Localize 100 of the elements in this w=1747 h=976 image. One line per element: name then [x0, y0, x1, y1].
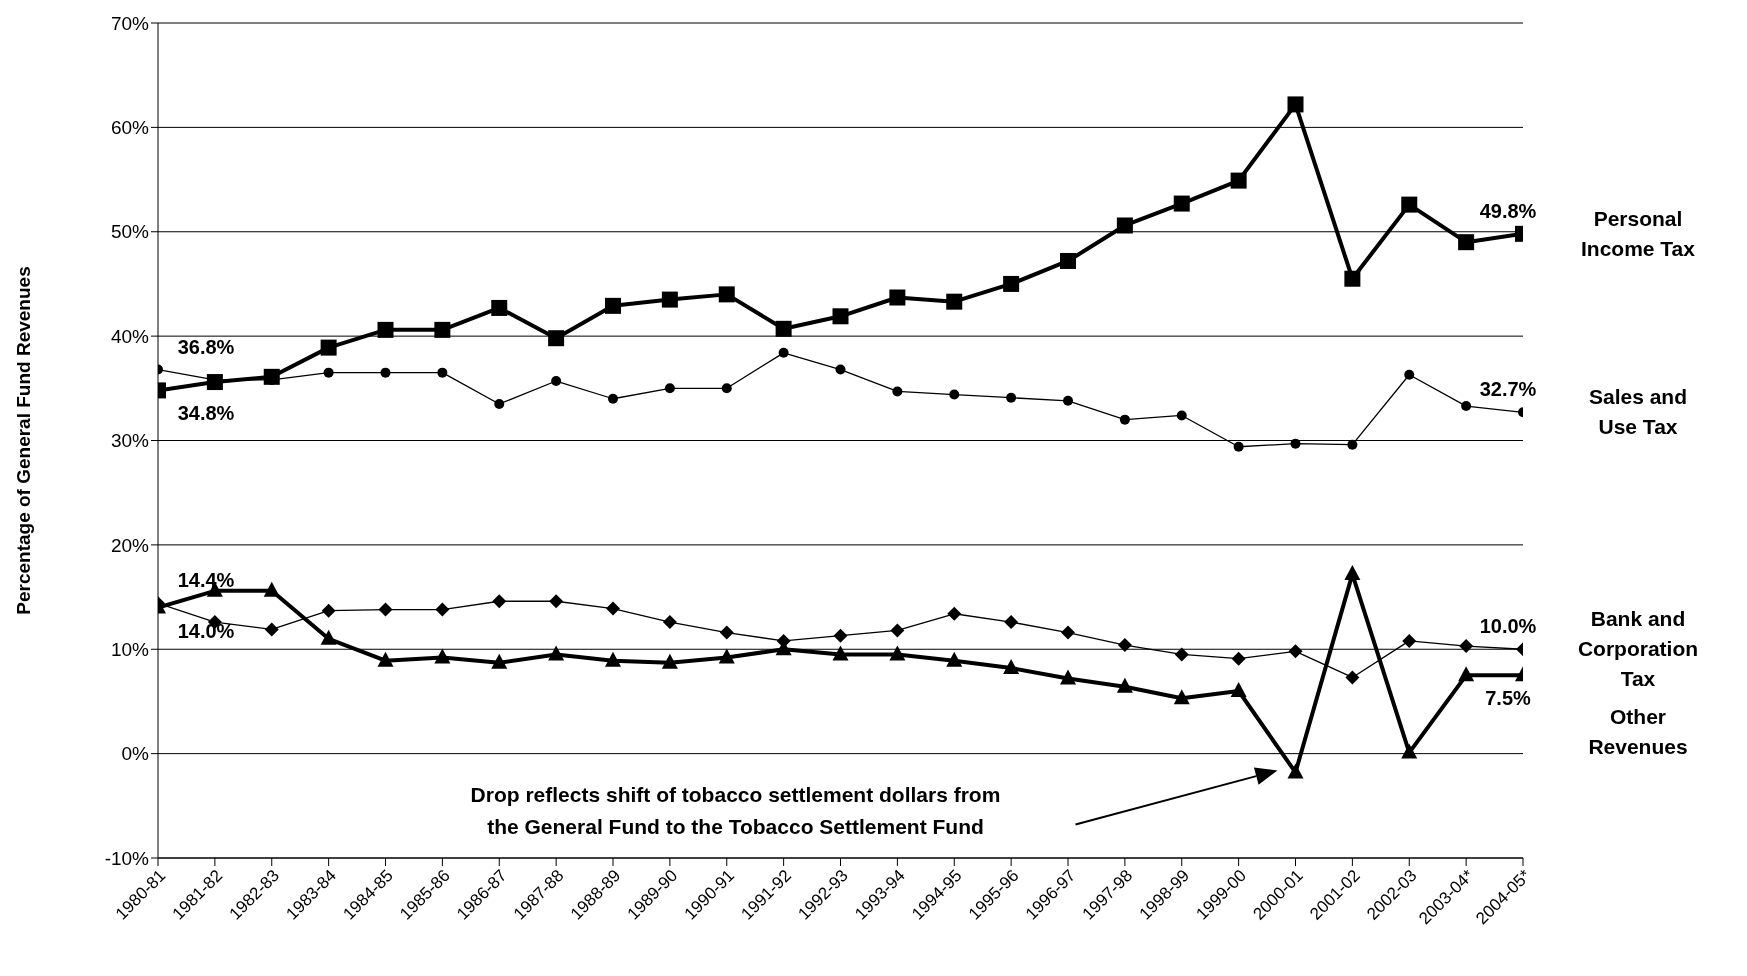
data-label: 49.8%: [1479, 199, 1537, 222]
point: [1061, 625, 1075, 640]
point: [1345, 670, 1360, 685]
point: [1461, 401, 1472, 412]
text: Bank and Corporation Tax: [1577, 607, 1699, 691]
point: [606, 601, 620, 616]
point: [549, 594, 564, 609]
point: [1176, 410, 1187, 421]
point: [491, 299, 508, 316]
point: [778, 347, 789, 358]
y-tick-label: 30%: [110, 430, 150, 452]
point: [494, 398, 505, 409]
data-label: 14.0%: [177, 619, 235, 642]
point: [434, 321, 451, 338]
point: [775, 320, 792, 337]
point: [949, 389, 960, 400]
point: [1173, 195, 1190, 212]
point: [890, 623, 905, 638]
point: [721, 383, 732, 394]
point: [608, 393, 618, 404]
point: [1404, 369, 1415, 380]
y-tick-label: 50%: [110, 221, 150, 243]
point: [1287, 763, 1304, 779]
y-tick-label: 10%: [110, 638, 150, 660]
point: [719, 625, 734, 640]
text: Other Revenues: [1588, 705, 1688, 759]
y-tick-label: -10%: [104, 847, 150, 869]
text: Sales and Use Tax: [1588, 385, 1688, 439]
data-label: 34.8%: [177, 402, 235, 425]
point: [1173, 689, 1190, 705]
data-label: 32.7%: [1479, 378, 1537, 401]
point: [1458, 234, 1475, 251]
point: [1174, 647, 1189, 662]
point: [662, 615, 677, 630]
point: [947, 606, 962, 621]
point: [1288, 644, 1303, 659]
point: [1003, 659, 1020, 675]
point: [1402, 633, 1417, 648]
data-label: 14.4%: [177, 569, 235, 592]
point: [320, 629, 337, 645]
point: [377, 321, 394, 338]
annotation: Drop reflects shift of tobacco settlement dollars from the General Fund to the Tobacco Settlement Fund: [470, 783, 1001, 839]
point: [835, 364, 846, 375]
y-tick-label: 40%: [110, 325, 150, 347]
y-axis-title: Percentage of General Fund Revenues: [12, 266, 34, 615]
point: [434, 648, 451, 664]
point: [1458, 666, 1475, 682]
point: [1119, 414, 1130, 425]
point: [1231, 651, 1246, 666]
point: [548, 645, 565, 661]
y-tick-label: 60%: [110, 117, 150, 139]
point: [833, 628, 848, 643]
point: [435, 602, 450, 617]
point: [889, 645, 906, 661]
point: [1116, 217, 1133, 234]
point: [378, 602, 393, 617]
point: [264, 622, 279, 637]
point: [437, 367, 448, 378]
data-label: 7.5%: [1485, 687, 1532, 710]
point: [320, 339, 337, 356]
data-label: 36.8%: [177, 335, 235, 358]
point: [832, 308, 849, 325]
point: [1459, 639, 1474, 654]
point: [1063, 395, 1073, 406]
point: [1287, 96, 1304, 113]
point: [661, 653, 678, 669]
point: [1401, 743, 1418, 759]
y-tick-label: 20%: [110, 534, 150, 556]
point: [889, 289, 906, 306]
point: [892, 386, 903, 397]
point: [605, 651, 621, 667]
point: [377, 651, 394, 667]
point: [946, 651, 963, 667]
point: [946, 293, 963, 310]
point: [664, 383, 675, 394]
point: [1004, 615, 1019, 630]
point: [491, 653, 508, 669]
point: [551, 376, 562, 387]
point: [1344, 270, 1361, 287]
point: [1290, 438, 1301, 449]
point: [263, 581, 280, 597]
data-label: 10.0%: [1479, 615, 1537, 638]
point: [380, 367, 391, 378]
point: [1401, 196, 1418, 213]
point: [1344, 565, 1361, 581]
point: [1233, 441, 1244, 452]
point: [718, 286, 735, 303]
point: [1116, 677, 1133, 693]
point: [548, 330, 565, 347]
point: [1230, 172, 1247, 189]
point: [1003, 275, 1020, 292]
point: [1060, 252, 1076, 269]
point: [1347, 439, 1358, 450]
point: [492, 594, 507, 609]
point: [605, 297, 621, 314]
point: [1006, 392, 1017, 403]
point: [718, 648, 735, 664]
y-tick-label: 0%: [121, 743, 150, 765]
point: [321, 603, 336, 618]
point: [1117, 638, 1132, 653]
